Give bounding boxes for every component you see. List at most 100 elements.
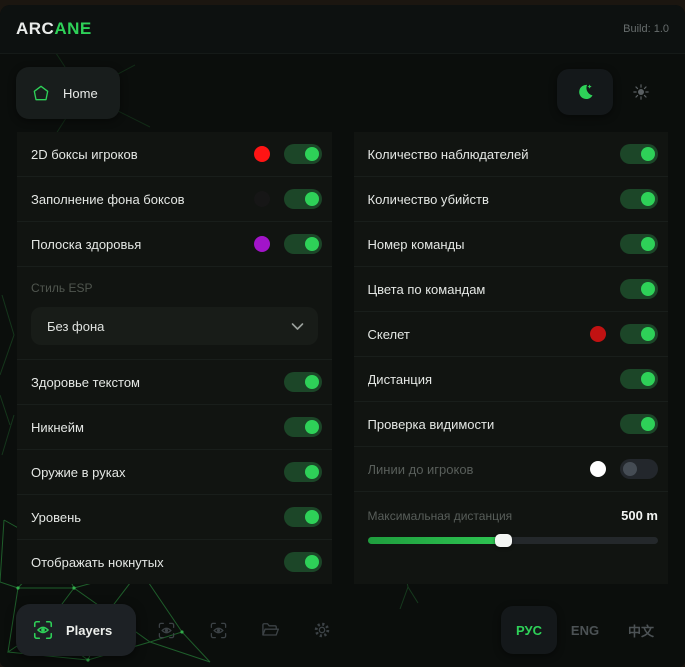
app-logo: ARCANE [16,19,92,39]
setting-label: Дистанция [367,371,433,387]
setting-row: Цвета по командам [353,266,668,311]
color-swatch[interactable] [590,326,606,342]
setting-row: Полоска здоровья [17,221,332,266]
target-eye-icon [210,622,227,638]
header: ARCANE Build: 1.0 [0,5,685,54]
tab-aim-1[interactable] [144,608,188,652]
toggle-knob [304,147,319,161]
toggle-switch[interactable] [283,144,322,164]
toggle-knob [304,192,319,206]
light-theme-button[interactable] [613,69,669,115]
toggle-switch[interactable] [620,414,658,434]
chevron-down-icon [291,322,303,330]
setting-row: Отображать нокнутых [17,539,332,584]
build-version: Build: 1.0 [623,23,669,35]
lang-eng-button[interactable]: ENG [570,622,600,638]
toggle-switch[interactable] [620,189,658,209]
setting-label: Скелет [367,326,410,342]
brand-suffix: ANE [54,19,92,38]
setting-label: Номер команды [367,236,465,252]
toggle-knob [641,192,655,206]
toggle-switch[interactable] [283,552,322,572]
setting-label: Цвета по командам [367,281,486,297]
app-window: ARCANE Build: 1.0 Home [0,5,685,667]
target-eye-icon [158,622,175,638]
toggle-switch[interactable] [620,279,658,299]
color-swatch[interactable] [590,461,606,477]
setting-row: Линии до игроков [353,446,668,491]
moon-icon [579,84,593,100]
settings-content: 2D боксы игроков Заполнение фона боксов … [0,127,685,584]
setting-row: Проверка видимости [353,401,668,446]
esp-style-label: Стиль ESP [31,281,93,295]
toggle-switch[interactable] [283,189,322,209]
toggle-switch[interactable] [620,369,658,389]
setting-row: Количество наблюдателей [354,132,669,176]
setting-label: Уровень [31,509,82,525]
setting-row: Здоровье текстом [17,359,332,404]
toggle-knob [623,462,637,476]
toggle-switch[interactable] [283,417,322,437]
color-swatch[interactable] [253,146,270,162]
brand-prefix: ARC [16,19,55,38]
tab-players[interactable]: Players [16,604,137,656]
lang-zh-button[interactable]: 中文 [627,623,654,639]
players-target-eye-icon [33,620,53,640]
setting-row: 2D боксы игроков [17,132,332,176]
setting-label: Отображать нокнутых [31,554,164,570]
setting-row: Дистанция [353,356,668,401]
setting-row: Оружие в руках [17,449,332,494]
setting-row: Заполнение фона боксов [17,176,332,221]
setting-row: Номер команды [353,221,668,266]
toggle-switch[interactable] [283,372,322,392]
setting-label: Заполнение фона боксов [31,191,185,207]
max-distance-slider[interactable] [367,534,658,547]
home-button[interactable]: Home [16,67,120,119]
max-distance-value: 500 m [621,508,658,523]
color-swatch[interactable] [253,191,270,207]
gear-icon [315,622,330,638]
setting-label: 2D боксы игроков [31,146,138,162]
home-label: Home [63,85,98,101]
toggle-knob [641,147,655,161]
toggle-knob [304,375,319,389]
setting-row: Никнейм [17,404,332,449]
toggle-knob [641,372,655,386]
toggle-switch[interactable] [620,234,658,254]
sun-icon [633,84,649,100]
nav-row: Home [0,54,685,127]
lang-rus-button[interactable]: РУС [501,606,557,654]
max-distance-label: Максимальная дистанция [367,508,513,523]
esp-style-value: Без фона [47,318,105,334]
tab-settings[interactable] [300,608,344,652]
toggle-switch[interactable] [620,144,658,164]
toggle-knob [641,237,655,251]
footer-bar: Players [0,599,685,667]
toggle-switch[interactable] [283,234,322,254]
setting-label: Полоска здоровья [31,236,142,252]
toggle-switch[interactable] [620,324,658,344]
toggle-switch[interactable] [620,459,658,479]
folder-icon [262,623,280,636]
color-swatch[interactable] [253,236,270,252]
toggle-knob [304,555,319,569]
slider-handle[interactable] [495,534,513,547]
right-settings-column: Количество наблюдателей Количество убийс… [353,132,669,584]
toggle-switch[interactable] [283,507,322,527]
setting-label: Проверка видимости [367,416,495,432]
toggle-switch[interactable] [283,462,322,482]
toggle-knob [304,510,319,524]
toggle-knob [304,237,319,251]
tab-configs[interactable] [248,608,292,652]
dark-theme-button[interactable] [557,69,613,115]
setting-label: Оружие в руках [31,464,126,480]
left-settings-column: 2D боксы игроков Заполнение фона боксов … [17,132,332,584]
max-distance-section: Максимальная дистанция 500 m [353,491,668,560]
setting-label: Никнейм [31,419,84,435]
setting-row: Уровень [17,494,332,539]
language-switch: РУС ENG 中文 [501,606,669,654]
tab-aim-2[interactable] [196,608,240,652]
setting-label: Количество убийств [367,191,489,207]
esp-style-dropdown[interactable]: Без фона [31,307,318,345]
setting-label: Здоровье текстом [31,374,140,390]
